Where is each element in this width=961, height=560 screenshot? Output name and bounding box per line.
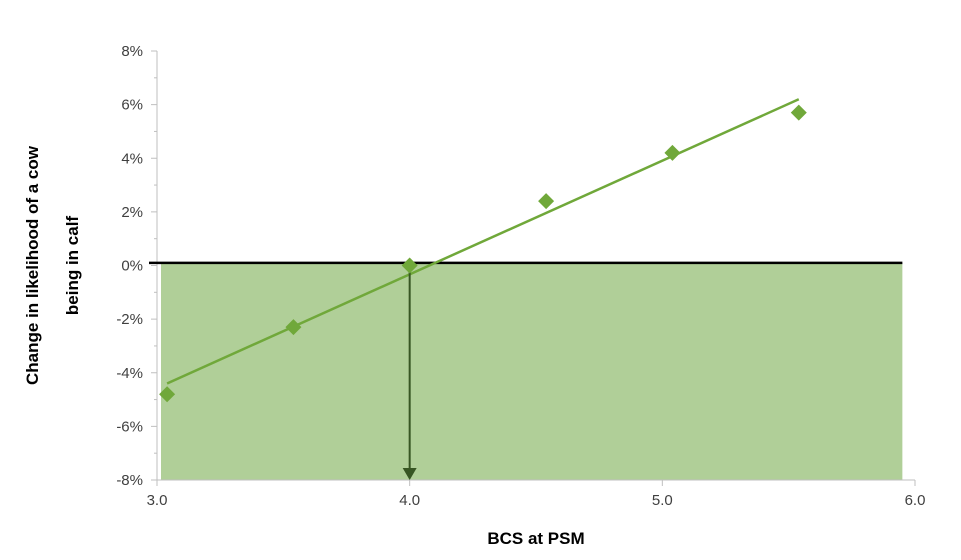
trendline xyxy=(166,98,800,385)
data-point xyxy=(401,257,418,274)
data-point xyxy=(664,144,681,161)
x-tick-label: 5.0 xyxy=(652,492,673,509)
y-axis-title-line-1: Change in likelihood of a cow xyxy=(23,145,42,385)
y-tick-label: -4% xyxy=(116,365,143,382)
chart-frame: 8% 6% 4% 2% 0% -2% -4% -6% -8% 3.0 4.0 5.0 6.0 BCS … xyxy=(6,6,955,554)
data-point xyxy=(285,319,302,336)
data-point xyxy=(538,193,555,210)
data-point xyxy=(159,386,176,403)
arrow-layer xyxy=(402,262,417,480)
shaded-region xyxy=(161,262,903,480)
y-tick-label: -6% xyxy=(116,418,143,435)
y-tick-label: -2% xyxy=(116,311,143,328)
y-tick-label: 6% xyxy=(121,97,143,114)
x-tick-label: 6.0 xyxy=(905,492,926,509)
trendline-layer xyxy=(166,98,800,385)
y-tick-label: 4% xyxy=(121,150,143,167)
x-tick-label: 3.0 xyxy=(147,492,168,509)
y-tick-label: -8% xyxy=(116,472,143,489)
y-tick-label: 0% xyxy=(121,258,143,275)
data-point xyxy=(790,104,807,121)
y-tick-label: 2% xyxy=(121,204,143,221)
x-axis-title: BCS at PSM xyxy=(487,529,584,548)
y-ticks: 8% 6% 4% 2% 0% -2% -4% -6% -8% xyxy=(116,43,157,489)
x-ticks: 3.0 4.0 5.0 6.0 xyxy=(147,480,926,509)
chart-svg: 8% 6% 4% 2% 0% -2% -4% -6% -8% 3.0 4.0 5.0 6.0 BCS … xyxy=(23,43,926,548)
arrow-head xyxy=(402,468,417,480)
y-tick-label: 8% xyxy=(121,43,143,60)
y-axis-title-line-2: being in calf xyxy=(63,216,82,316)
data-points xyxy=(159,104,807,403)
x-tick-label: 4.0 xyxy=(399,492,420,509)
shaded-region-layer xyxy=(161,262,903,480)
